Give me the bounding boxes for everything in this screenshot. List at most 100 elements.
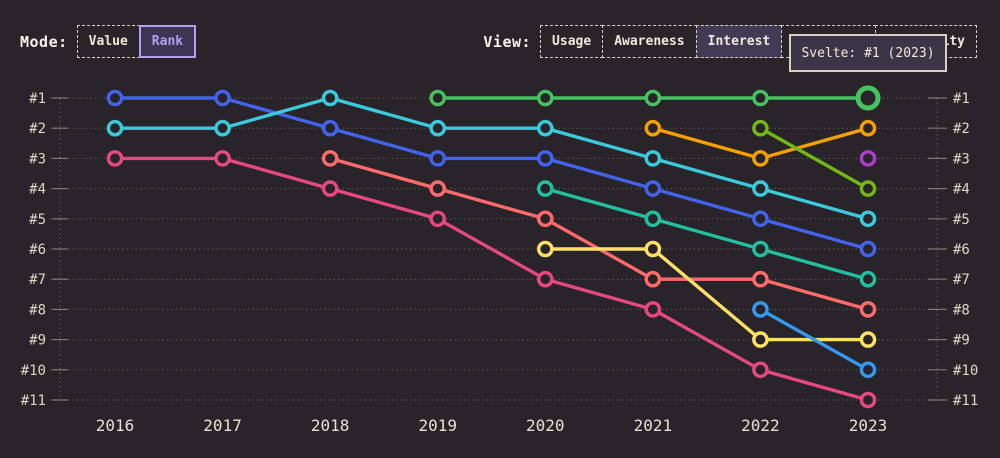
data-point-salmon[interactable]	[859, 301, 877, 318]
data-point-teal[interactable]	[752, 240, 769, 258]
data-point-cyan[interactable]	[429, 119, 447, 137]
data-point-purple[interactable]	[859, 150, 877, 167]
data-point-teal[interactable]	[536, 180, 554, 197]
data-point-lime[interactable]	[752, 119, 769, 137]
rank-label-right: #6	[953, 242, 970, 258]
series-pink	[106, 150, 877, 409]
rank-label-right: #4	[953, 182, 970, 198]
data-point-yellow[interactable]	[644, 240, 662, 258]
series-teal	[536, 180, 877, 288]
tooltip-text: Svelte: #1 (2023)	[801, 45, 935, 61]
year-label: 2019	[418, 416, 457, 435]
series-line-blue	[113, 96, 870, 251]
year-label: 2018	[311, 416, 350, 435]
data-point-pink[interactable]	[859, 391, 877, 409]
series-lime	[752, 119, 877, 197]
data-point-salmon[interactable]	[321, 150, 339, 167]
rank-label-left: #2	[29, 121, 46, 137]
series-blue	[106, 89, 877, 258]
rank-label-right: #3	[953, 151, 970, 167]
data-point-cyan[interactable]	[536, 119, 554, 137]
rank-label-right: #5	[953, 212, 970, 228]
data-point-orange[interactable]	[859, 119, 877, 137]
data-point-pink[interactable]	[429, 210, 447, 228]
rank-label-left: #5	[29, 212, 46, 228]
data-point-salmon[interactable]	[536, 210, 554, 228]
data-point-blue[interactable]	[321, 119, 339, 137]
rank-label-left: #10	[21, 363, 46, 379]
mode-option-rank[interactable]: Rank	[138, 25, 197, 58]
data-point-orange[interactable]	[644, 119, 662, 137]
data-point-svelte[interactable]	[644, 89, 662, 107]
chart-tooltip: Svelte: #1 (2023)	[789, 34, 947, 72]
data-point-svelte[interactable]	[855, 85, 881, 111]
data-point-svelte[interactable]	[536, 89, 554, 107]
series-line-salmon	[328, 156, 870, 312]
data-point-lightblue[interactable]	[752, 301, 769, 318]
data-point-pink[interactable]	[644, 301, 662, 318]
rank-label-right: #10	[953, 363, 978, 379]
view-label: View:	[483, 32, 532, 51]
data-point-teal[interactable]	[644, 210, 662, 228]
data-point-blue[interactable]	[859, 240, 877, 258]
mode-control: Mode: Value Rank	[20, 25, 197, 58]
data-point-cyan[interactable]	[752, 180, 769, 197]
series-line-lime	[758, 126, 870, 191]
rank-label-left: #1	[29, 91, 46, 107]
rank-label-right: #9	[953, 333, 970, 349]
series-line-cyan	[113, 96, 870, 221]
rank-label-left: #8	[29, 302, 46, 318]
year-label: 2023	[849, 416, 888, 435]
data-point-blue[interactable]	[214, 89, 231, 107]
data-point-orange[interactable]	[752, 150, 769, 167]
data-point-cyan[interactable]	[214, 119, 231, 137]
data-point-salmon[interactable]	[429, 180, 447, 197]
data-point-blue[interactable]	[106, 89, 124, 107]
mode-label: Mode:	[20, 32, 68, 51]
data-point-cyan[interactable]	[106, 119, 124, 137]
data-point-blue[interactable]	[752, 210, 769, 228]
data-point-teal[interactable]	[859, 270, 877, 288]
data-point-blue[interactable]	[429, 150, 447, 167]
rank-label-right: #1	[953, 91, 970, 107]
data-point-pink[interactable]	[321, 180, 339, 197]
data-point-pink[interactable]	[752, 361, 769, 379]
data-point-lightblue[interactable]	[859, 361, 877, 379]
data-point-svelte[interactable]	[752, 89, 769, 107]
rank-label-right: #7	[953, 272, 970, 288]
data-point-cyan[interactable]	[321, 89, 339, 107]
rank-label-right: #11	[953, 393, 978, 409]
rank-label-right: #2	[953, 121, 970, 137]
rank-label-left: #3	[29, 151, 46, 167]
data-point-pink[interactable]	[214, 150, 231, 167]
data-point-lime[interactable]	[859, 180, 877, 197]
year-label: 2016	[96, 416, 135, 435]
data-point-salmon[interactable]	[752, 270, 769, 288]
series-purple	[859, 150, 877, 167]
data-point-svelte[interactable]	[429, 89, 447, 107]
data-point-blue[interactable]	[536, 150, 554, 167]
rank-label-left: #7	[29, 272, 46, 288]
series-line-pink	[113, 156, 870, 402]
data-point-pink[interactable]	[106, 150, 124, 167]
data-point-yellow[interactable]	[536, 240, 554, 258]
series-svelte	[429, 85, 881, 111]
data-point-pink[interactable]	[536, 270, 554, 288]
year-label: 2017	[203, 416, 242, 435]
data-point-yellow[interactable]	[859, 331, 877, 348]
rank-label-left: #9	[29, 333, 46, 349]
data-point-salmon[interactable]	[644, 270, 662, 288]
data-point-yellow[interactable]	[752, 331, 769, 348]
series-salmon	[321, 150, 877, 318]
series-yellow	[536, 240, 877, 348]
data-point-cyan[interactable]	[644, 150, 662, 167]
rank-label-right: #8	[953, 302, 970, 318]
year-label: 2022	[741, 416, 780, 435]
rank-label-left: #4	[29, 182, 46, 198]
series-line-lightblue	[758, 307, 870, 372]
data-point-blue[interactable]	[644, 180, 662, 197]
series-cyan	[106, 89, 877, 228]
data-point-cyan[interactable]	[859, 210, 877, 228]
